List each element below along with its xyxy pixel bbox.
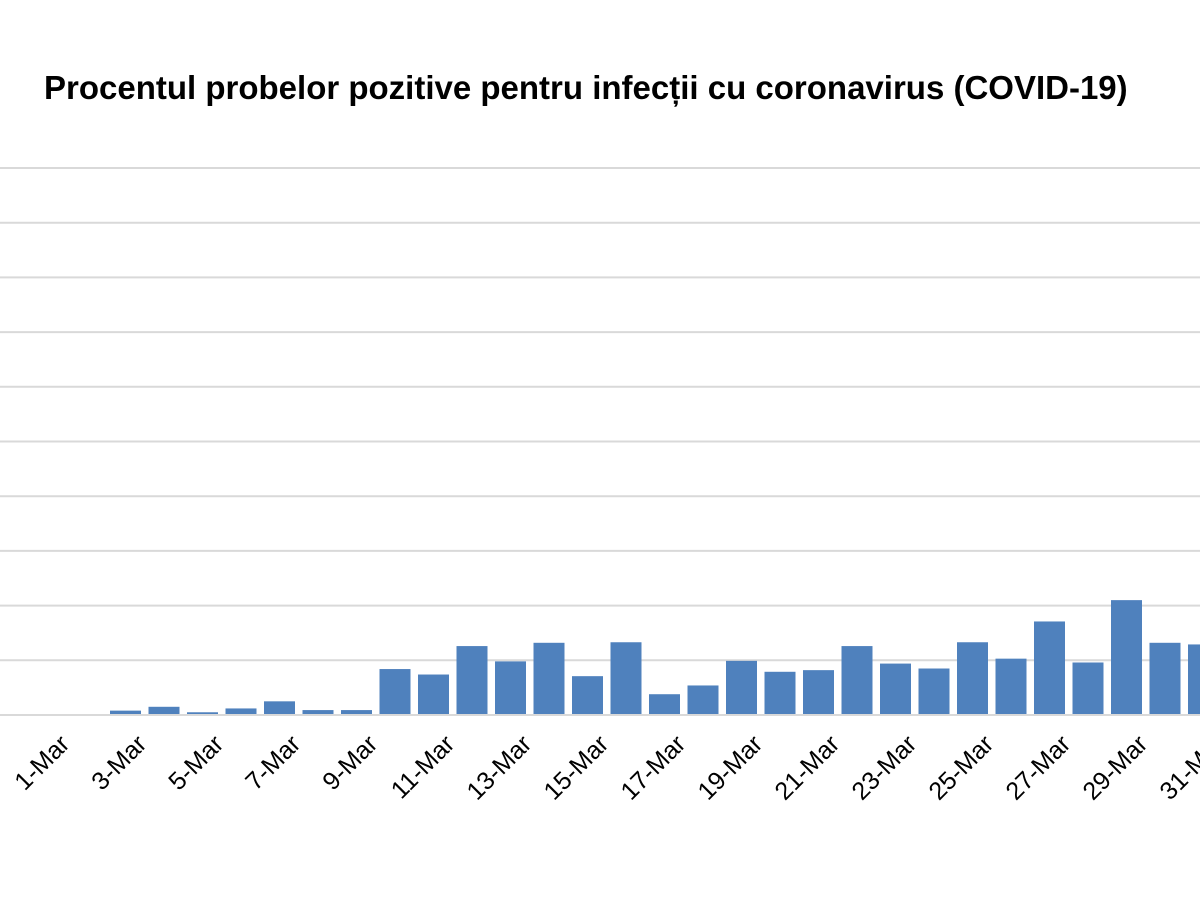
- bar-8-Mar: [302, 710, 334, 715]
- bar-25-Mar: [957, 642, 988, 715]
- bar-20-Mar: [764, 671, 796, 715]
- x-tick-label: 13-Mar: [461, 730, 537, 806]
- bar-29-Mar: [1111, 600, 1142, 715]
- bar-24-Mar: [918, 668, 950, 715]
- bar-28-Mar: [1072, 662, 1104, 715]
- bar-12-Mar: [456, 646, 488, 715]
- x-tick-label: 3-Mar: [86, 730, 152, 796]
- x-tick-label: 15-Mar: [538, 730, 614, 806]
- bar-9-Mar: [341, 710, 372, 715]
- x-tick-label: 23-Mar: [846, 730, 922, 806]
- x-tick-labels: 1-Mar 3-Mar 5-Mar 7-Mar 9-Mar 11-Mar 13-Mar 15-…: [9, 730, 1200, 806]
- bar-13-Mar: [495, 661, 526, 715]
- x-tick-label: 9-Mar: [317, 730, 383, 796]
- bar-3-Mar: [110, 710, 141, 715]
- x-tick-label: 11-Mar: [386, 730, 460, 804]
- bar-19-Mar: [726, 660, 757, 715]
- x-tick-label: 7-Mar: [240, 730, 306, 796]
- x-tick-label: 29-Mar: [1077, 730, 1153, 806]
- x-tick-label: 25-Mar: [923, 730, 999, 806]
- x-tick-label: 27-Mar: [1000, 730, 1076, 806]
- x-tick-label: 31-Mar: [1154, 730, 1200, 806]
- x-tick-label: 21-Mar: [769, 730, 845, 806]
- bar-5-Mar: [187, 712, 218, 715]
- bar-15-Mar: [572, 676, 603, 715]
- bar-14-Mar: [533, 642, 565, 715]
- bars: [110, 600, 1200, 715]
- bar-4-Mar: [148, 706, 180, 715]
- bar-6-Mar: [225, 708, 257, 715]
- bar-18-Mar: [687, 685, 719, 715]
- gridlines: [0, 167, 1200, 662]
- x-tick-label: 5-Mar: [163, 730, 229, 796]
- bar-10-Mar: [379, 669, 411, 715]
- bar-7-Mar: [264, 701, 295, 715]
- bar-23-Mar: [880, 663, 911, 715]
- bar-16-Mar: [610, 642, 642, 715]
- chart-title: Procentul probelor pozitive pentru infec…: [44, 69, 1128, 106]
- x-tick-label: 1-Mar: [9, 730, 75, 796]
- bar-21-Mar: [803, 670, 834, 715]
- bar-31-Mar: [1188, 644, 1200, 715]
- bar-11-Mar: [418, 674, 449, 715]
- bar-27-Mar: [1034, 621, 1065, 715]
- x-tick-label: 17-Mar: [615, 730, 691, 806]
- x-tick-label: 19-Mar: [692, 730, 768, 806]
- bar-17-Mar: [649, 694, 680, 715]
- bar-22-Mar: [841, 646, 873, 715]
- bar-26-Mar: [995, 658, 1027, 715]
- bar-30-Mar: [1149, 642, 1181, 715]
